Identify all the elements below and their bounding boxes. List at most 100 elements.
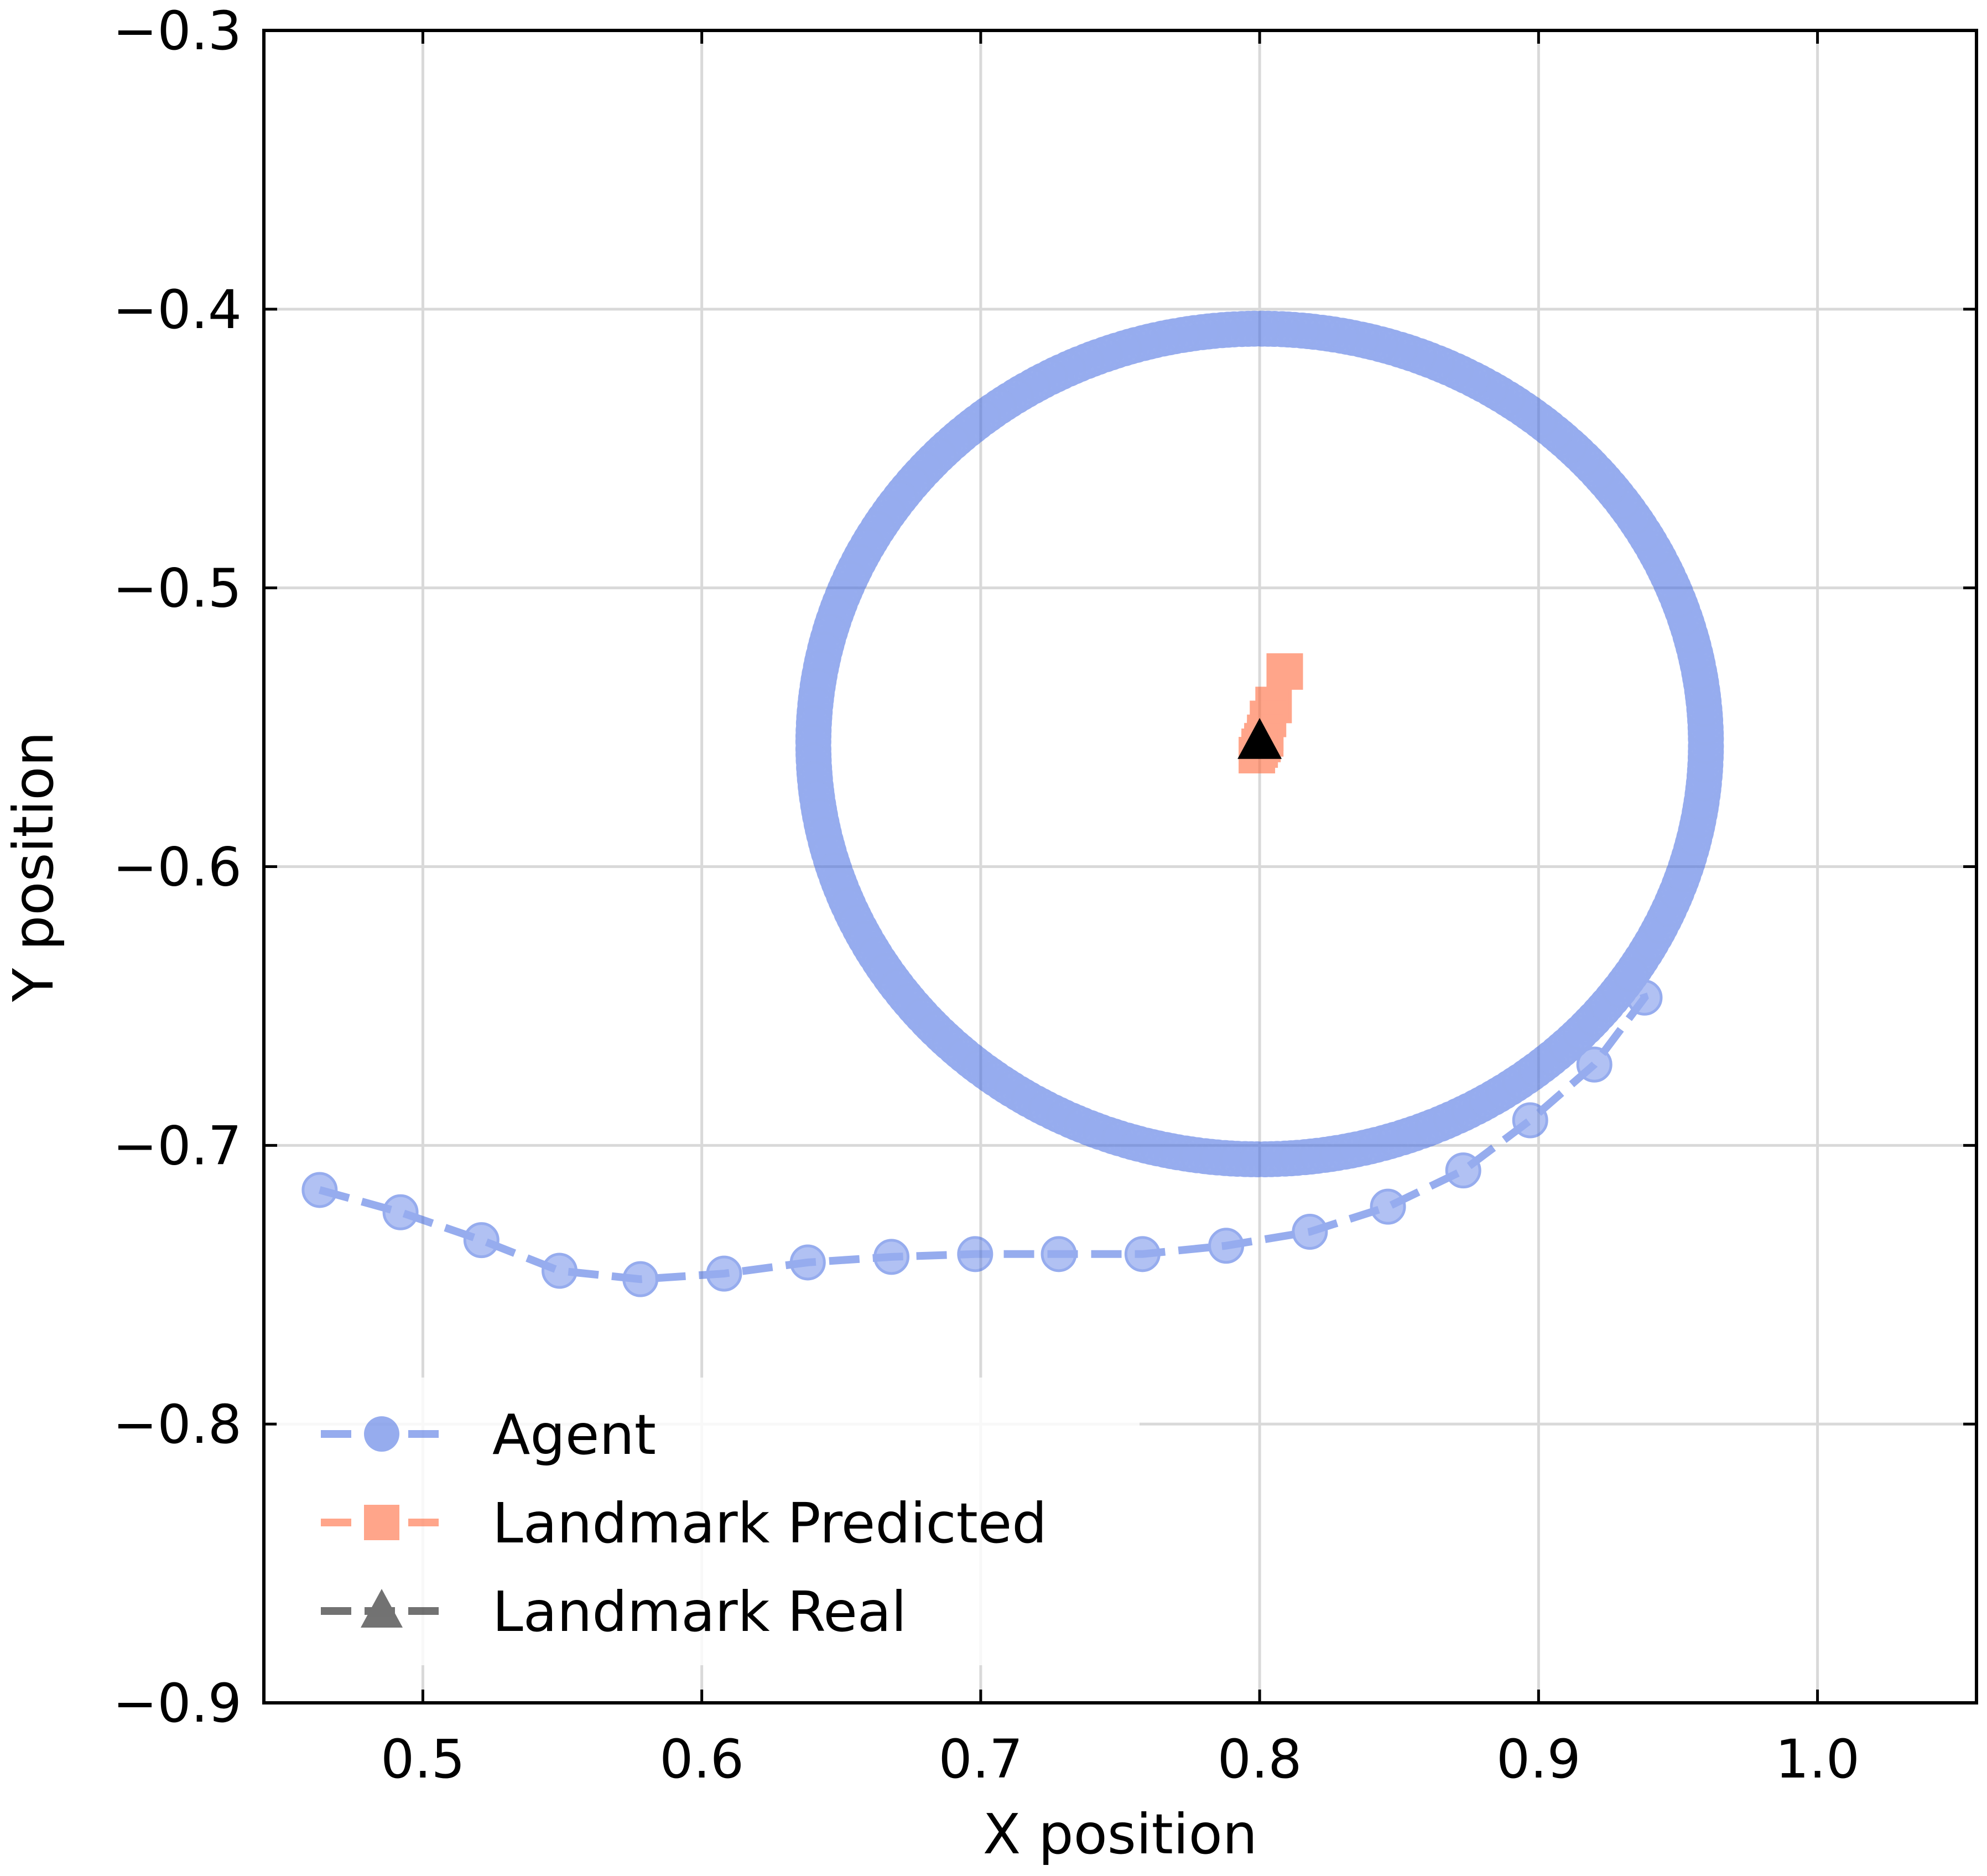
agent-point [1686,765,1722,802]
agent-point [931,1025,968,1061]
agent-point [1653,564,1689,601]
y-tick-label: −0.9 [113,1672,242,1734]
agent-point [1199,1139,1236,1176]
agent-point [1548,1027,1585,1064]
agent-point [795,724,831,760]
agent-point [622,1261,659,1297]
agent-point [1032,359,1069,396]
agent-point [795,742,832,779]
legend-square-marker [364,1505,399,1540]
agent-point [1688,728,1724,765]
y-tick-label: −0.8 [113,1394,242,1456]
agent-point [1686,690,1723,727]
agent-point [1579,454,1615,491]
agent-path-line [318,325,1710,1283]
agent-point [994,1071,1030,1108]
legend-swatch [321,1416,443,1452]
agent-point [1239,1141,1276,1178]
axis-ticks: 0.5 0.6 0.7 0.8 0.9 1.0 −0.3 −0.4 −0.5 −0.6 −0.7 −0… [113,0,1976,1790]
legend-entry: Landmark Real [321,1579,907,1644]
agent-point [1651,891,1687,928]
agent-point [1592,469,1629,505]
agent-point [823,870,859,906]
agent-point [1259,1141,1296,1177]
agent-point [935,424,971,460]
agent-point [789,1244,826,1281]
agent-point [1050,351,1086,387]
agent-point [1473,370,1509,407]
agent-point [795,705,832,741]
agent-point [1687,709,1724,746]
agent-point [1087,336,1123,373]
agent-point [541,1253,578,1289]
agent-point [799,779,835,816]
agent-point [1370,1188,1406,1225]
legend-swatch [321,1505,443,1540]
y-tick-label: −0.5 [113,558,242,620]
agent-point [873,1239,910,1275]
agent-point [1208,1228,1245,1264]
x-axis-label: X position [983,1802,1257,1867]
agent-point [1565,440,1602,477]
agent-point [1015,368,1051,404]
agent-point [1414,1109,1451,1145]
agent-point [1512,1102,1548,1139]
agent-point [1401,337,1437,374]
legend-label: Landmark Predicted [492,1491,1047,1556]
agent-point [1041,1236,1077,1272]
agent-point [1684,672,1720,709]
agent-point [838,904,875,940]
agent-point [1613,957,1649,993]
agent-point [1683,784,1720,820]
legend-circle-marker [364,1416,399,1452]
agent-point [799,668,836,704]
agent-point [957,1236,994,1272]
agent-point [1687,746,1724,783]
legend-entry: Landmark Predicted [321,1491,1047,1556]
y-tick-label: −0.6 [113,836,242,898]
agent-point [301,1172,338,1208]
legend: Agent Landmark Predicted Landmark Real [277,1378,1140,1665]
x-tick-label: 0.5 [381,1728,465,1790]
agent-point [840,544,877,580]
agent-point [920,437,957,474]
x-tick-label: 1.0 [1775,1728,1860,1790]
agent-point [1064,1107,1100,1144]
legend-label: Landmark Real [492,1579,907,1644]
legend-swatch [321,1589,443,1628]
plot-series [301,310,1724,1297]
agent-point [1445,1152,1481,1189]
agent-point [1642,908,1679,944]
agent-point [1433,1101,1469,1137]
x-tick-label: 0.7 [939,1728,1023,1790]
y-tick-label: −0.3 [113,0,242,62]
agent-point [382,1194,419,1230]
landmark-real-series [1237,718,1282,759]
y-tick-label: −0.7 [113,1115,242,1177]
legend-entry: Agent [321,1402,656,1467]
agent-point [1634,924,1670,961]
agent-point [1396,1115,1433,1152]
landmark-predicted-point [1266,653,1303,690]
agent-point [1292,1214,1328,1250]
agent-point [1045,1099,1082,1135]
agent-point [850,527,886,564]
y-axis-label: Y position [1,731,66,1002]
agent-point [1083,1114,1119,1150]
agent-series [301,310,1724,1297]
x-tick-label: 0.8 [1218,1728,1302,1790]
agent-point [1264,311,1301,347]
agent-point [917,1011,954,1048]
agent-point [1468,1083,1505,1120]
agent-point [1489,380,1526,417]
agent-point [904,997,940,1034]
agent-point [1455,361,1491,398]
agent-point [830,887,867,923]
agent-point [1224,311,1260,347]
agent-point [1645,548,1681,584]
agent-point [891,983,928,1020]
agent-point [1562,1014,1599,1051]
agent-point [1244,310,1280,347]
agent-point [706,1255,742,1292]
